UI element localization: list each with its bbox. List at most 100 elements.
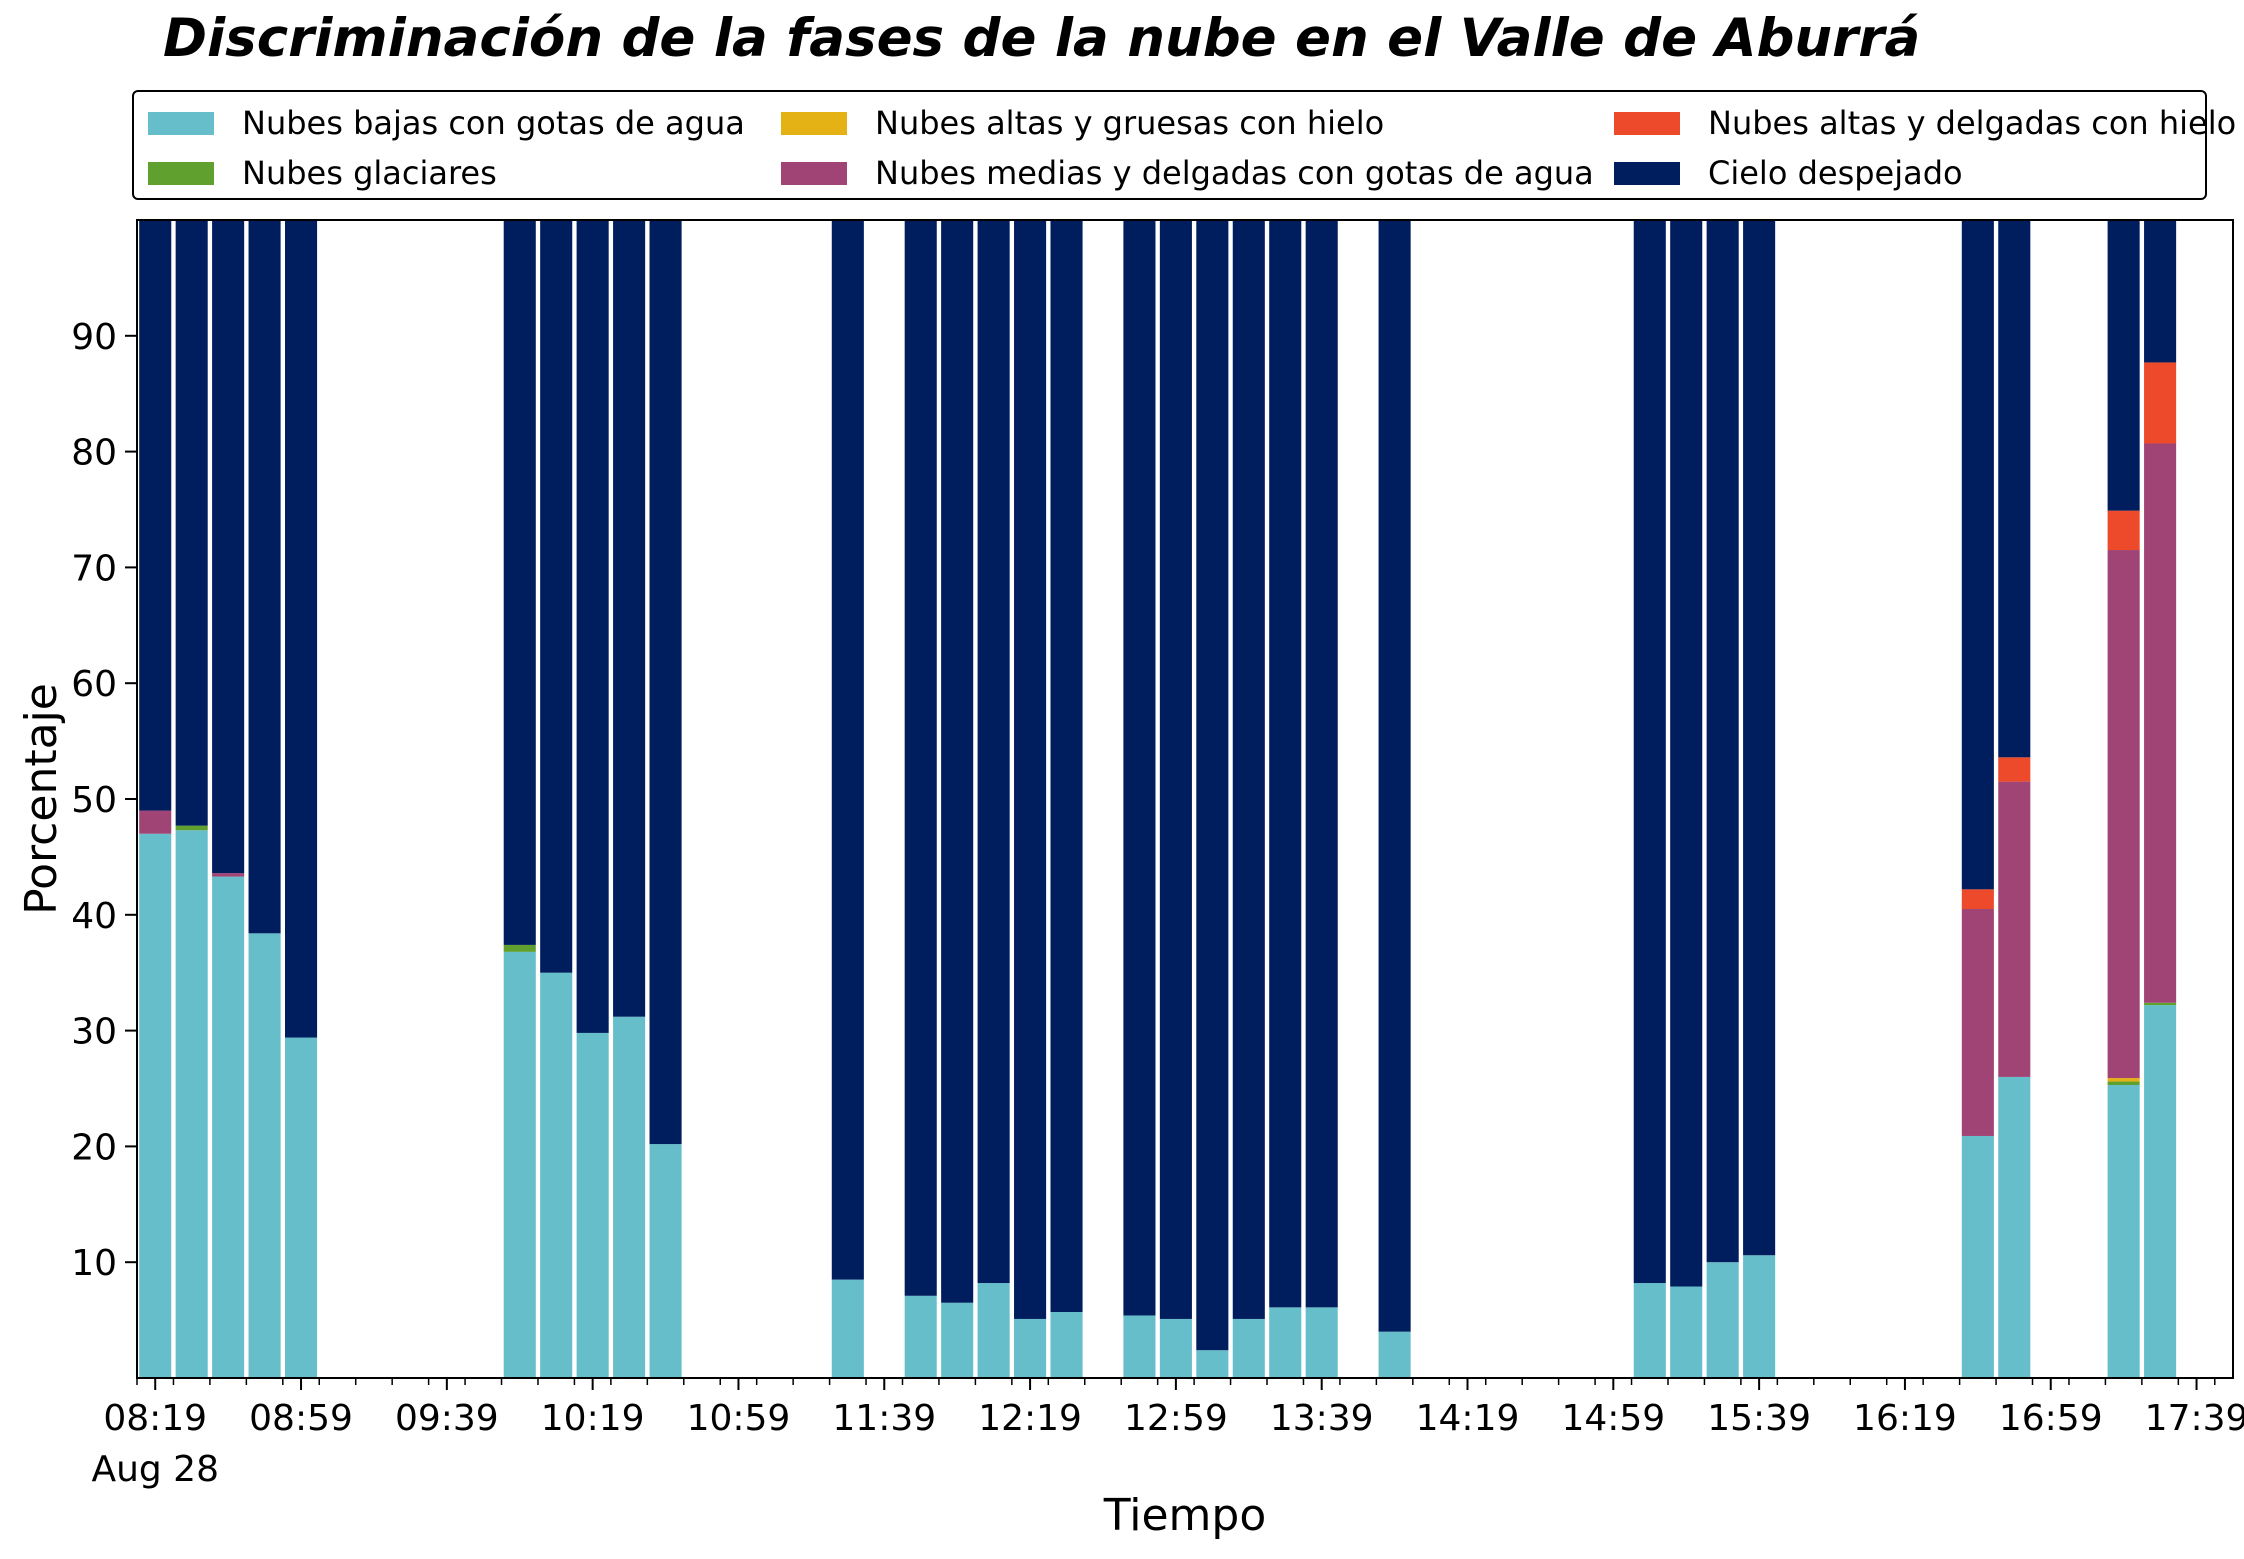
bar-segment-30-3: [2144, 443, 2177, 1003]
bar-segment-30-1: [2144, 1002, 2177, 1006]
x-tick-label: 10:19: [541, 1398, 645, 1439]
bar-segment-3-0: [248, 933, 281, 1378]
bar-segment-19-5: [1232, 220, 1265, 1319]
bar-segment-23-0: [1633, 1283, 1666, 1378]
bar-segment-29-3: [2107, 550, 2140, 1079]
bar-segment-15-0: [1050, 1311, 1083, 1378]
bar-segment-5-1: [503, 944, 536, 952]
legend-swatch: [148, 111, 214, 135]
x-tick-label: 14:59: [1561, 1398, 1665, 1439]
bar-segment-10-0: [831, 1279, 864, 1378]
y-tick-label: 80: [71, 433, 117, 474]
y-tick-label: 50: [71, 780, 117, 821]
legend-label: Nubes bajas con gotas de agua: [242, 104, 745, 142]
bar-segment-29-2: [2107, 1078, 2140, 1082]
y-axis-label: Porcentaje: [16, 683, 67, 915]
bar-segment-5-0: [503, 951, 536, 1378]
x-tick-label: 10:59: [687, 1398, 791, 1439]
bar-segment-30-0: [2144, 1005, 2177, 1378]
bar-segment-30-4: [2144, 362, 2177, 444]
x-axis-label: Tiempo: [1103, 1490, 1267, 1541]
bar-segment-0-0: [139, 833, 172, 1378]
bar-segment-28-3: [1998, 781, 2031, 1077]
bar-segment-14-0: [1014, 1318, 1047, 1378]
bar-segment-28-4: [1998, 757, 2031, 782]
bar-segment-11-0: [904, 1295, 937, 1378]
bar-segment-26-5: [1743, 220, 1776, 1256]
chart-legend: Nubes bajas con gotas de agua Nubes glaci…: [132, 90, 2236, 200]
bar-segment-8-5: [613, 220, 646, 1017]
legend-item: Nubes medias y delgadas con gotas de agu…: [781, 154, 1594, 192]
x-tick-sublabel: Aug 28: [91, 1449, 219, 1490]
bar-segment-18-5: [1196, 220, 1229, 1351]
legend-label: Nubes glaciares: [242, 154, 497, 192]
bar-segment-2-5: [212, 220, 245, 874]
y-tick-label: 60: [71, 664, 117, 705]
legend-label: Nubes altas y gruesas con hielo: [875, 104, 1385, 142]
bar-segment-27-5: [1961, 220, 1994, 890]
y-tick-label: 70: [71, 548, 117, 589]
bar-segment-16-5: [1123, 220, 1156, 1316]
bar-segment-28-0: [1998, 1076, 2031, 1378]
bar-segment-7-5: [576, 220, 609, 1033]
bar-segment-1-5: [175, 220, 208, 826]
bar-segment-20-0: [1269, 1307, 1302, 1378]
bar-segment-12-5: [941, 220, 974, 1303]
bar-segment-23-5: [1633, 220, 1666, 1284]
bar-segment-19-0: [1232, 1318, 1265, 1378]
bar-segment-27-4: [1961, 889, 1994, 910]
bar-segment-22-0: [1378, 1331, 1411, 1378]
bar-segment-12-0: [941, 1302, 974, 1378]
bar-segment-8-0: [613, 1016, 646, 1378]
chart-title: Discriminación de la fases de la nube en…: [163, 8, 1921, 69]
bar-segment-26-0: [1743, 1255, 1776, 1378]
bar-segment-18-0: [1196, 1350, 1229, 1378]
x-tick-label: 11:39: [832, 1398, 936, 1439]
legend-label: Cielo despejado: [1708, 154, 1963, 192]
bar-segment-21-5: [1305, 220, 1338, 1308]
bar-segment-4-5: [285, 220, 318, 1038]
x-tick-label: 15:39: [1707, 1398, 1811, 1439]
x-tick-label: 16:19: [1853, 1398, 1957, 1439]
bar-segment-17-0: [1159, 1318, 1192, 1378]
legend-label: Nubes medias y delgadas con gotas de agu…: [875, 154, 1594, 192]
bar-segment-9-5: [649, 220, 682, 1145]
bar-segment-10-5: [831, 220, 864, 1280]
bar-segment-6-0: [540, 972, 573, 1378]
y-tick-label: 40: [71, 896, 117, 937]
bar-segment-3-5: [248, 220, 281, 934]
bar-segment-1-0: [175, 830, 208, 1378]
legend-item: Nubes altas y delgadas con hielo: [1614, 104, 2236, 142]
bar-segment-27-3: [1961, 909, 1994, 1136]
bar-segment-16-0: [1123, 1315, 1156, 1378]
x-tick-label: 08:19: [103, 1398, 207, 1439]
bar-segment-2-0: [212, 876, 245, 1378]
bar-segment-15-5: [1050, 220, 1083, 1312]
y-tick-label: 90: [71, 317, 117, 358]
bar-segment-11-5: [904, 220, 937, 1296]
x-tick-label: 14:19: [1416, 1398, 1520, 1439]
x-tick-label: 12:59: [1124, 1398, 1228, 1439]
y-tick-label: 20: [71, 1127, 117, 1168]
legend-label: Nubes altas y delgadas con hielo: [1708, 104, 2237, 142]
bar-segment-2-3: [212, 873, 245, 877]
legend-swatch: [781, 111, 847, 135]
bar-segment-6-5: [540, 220, 573, 973]
legend-swatch: [1614, 161, 1680, 185]
bar-segment-17-5: [1159, 220, 1192, 1319]
x-tick-label: 13:39: [1270, 1398, 1374, 1439]
legend-swatch: [148, 161, 214, 185]
bar-segment-20-5: [1269, 220, 1302, 1308]
bar-segment-24-5: [1670, 220, 1703, 1287]
legend-item: Nubes altas y gruesas con hielo: [781, 104, 1384, 142]
bar-segment-30-5: [2144, 220, 2177, 363]
y-tick-label: 10: [71, 1243, 117, 1284]
legend-swatch: [1614, 111, 1680, 135]
x-tick-label: 08:59: [249, 1398, 353, 1439]
x-tick-label: 17:39: [2145, 1398, 2244, 1439]
bar-segment-4-0: [285, 1037, 318, 1378]
bar-segment-0-3: [139, 810, 172, 834]
bar-segment-25-5: [1706, 220, 1739, 1263]
bar-segment-28-5: [1998, 220, 2031, 758]
